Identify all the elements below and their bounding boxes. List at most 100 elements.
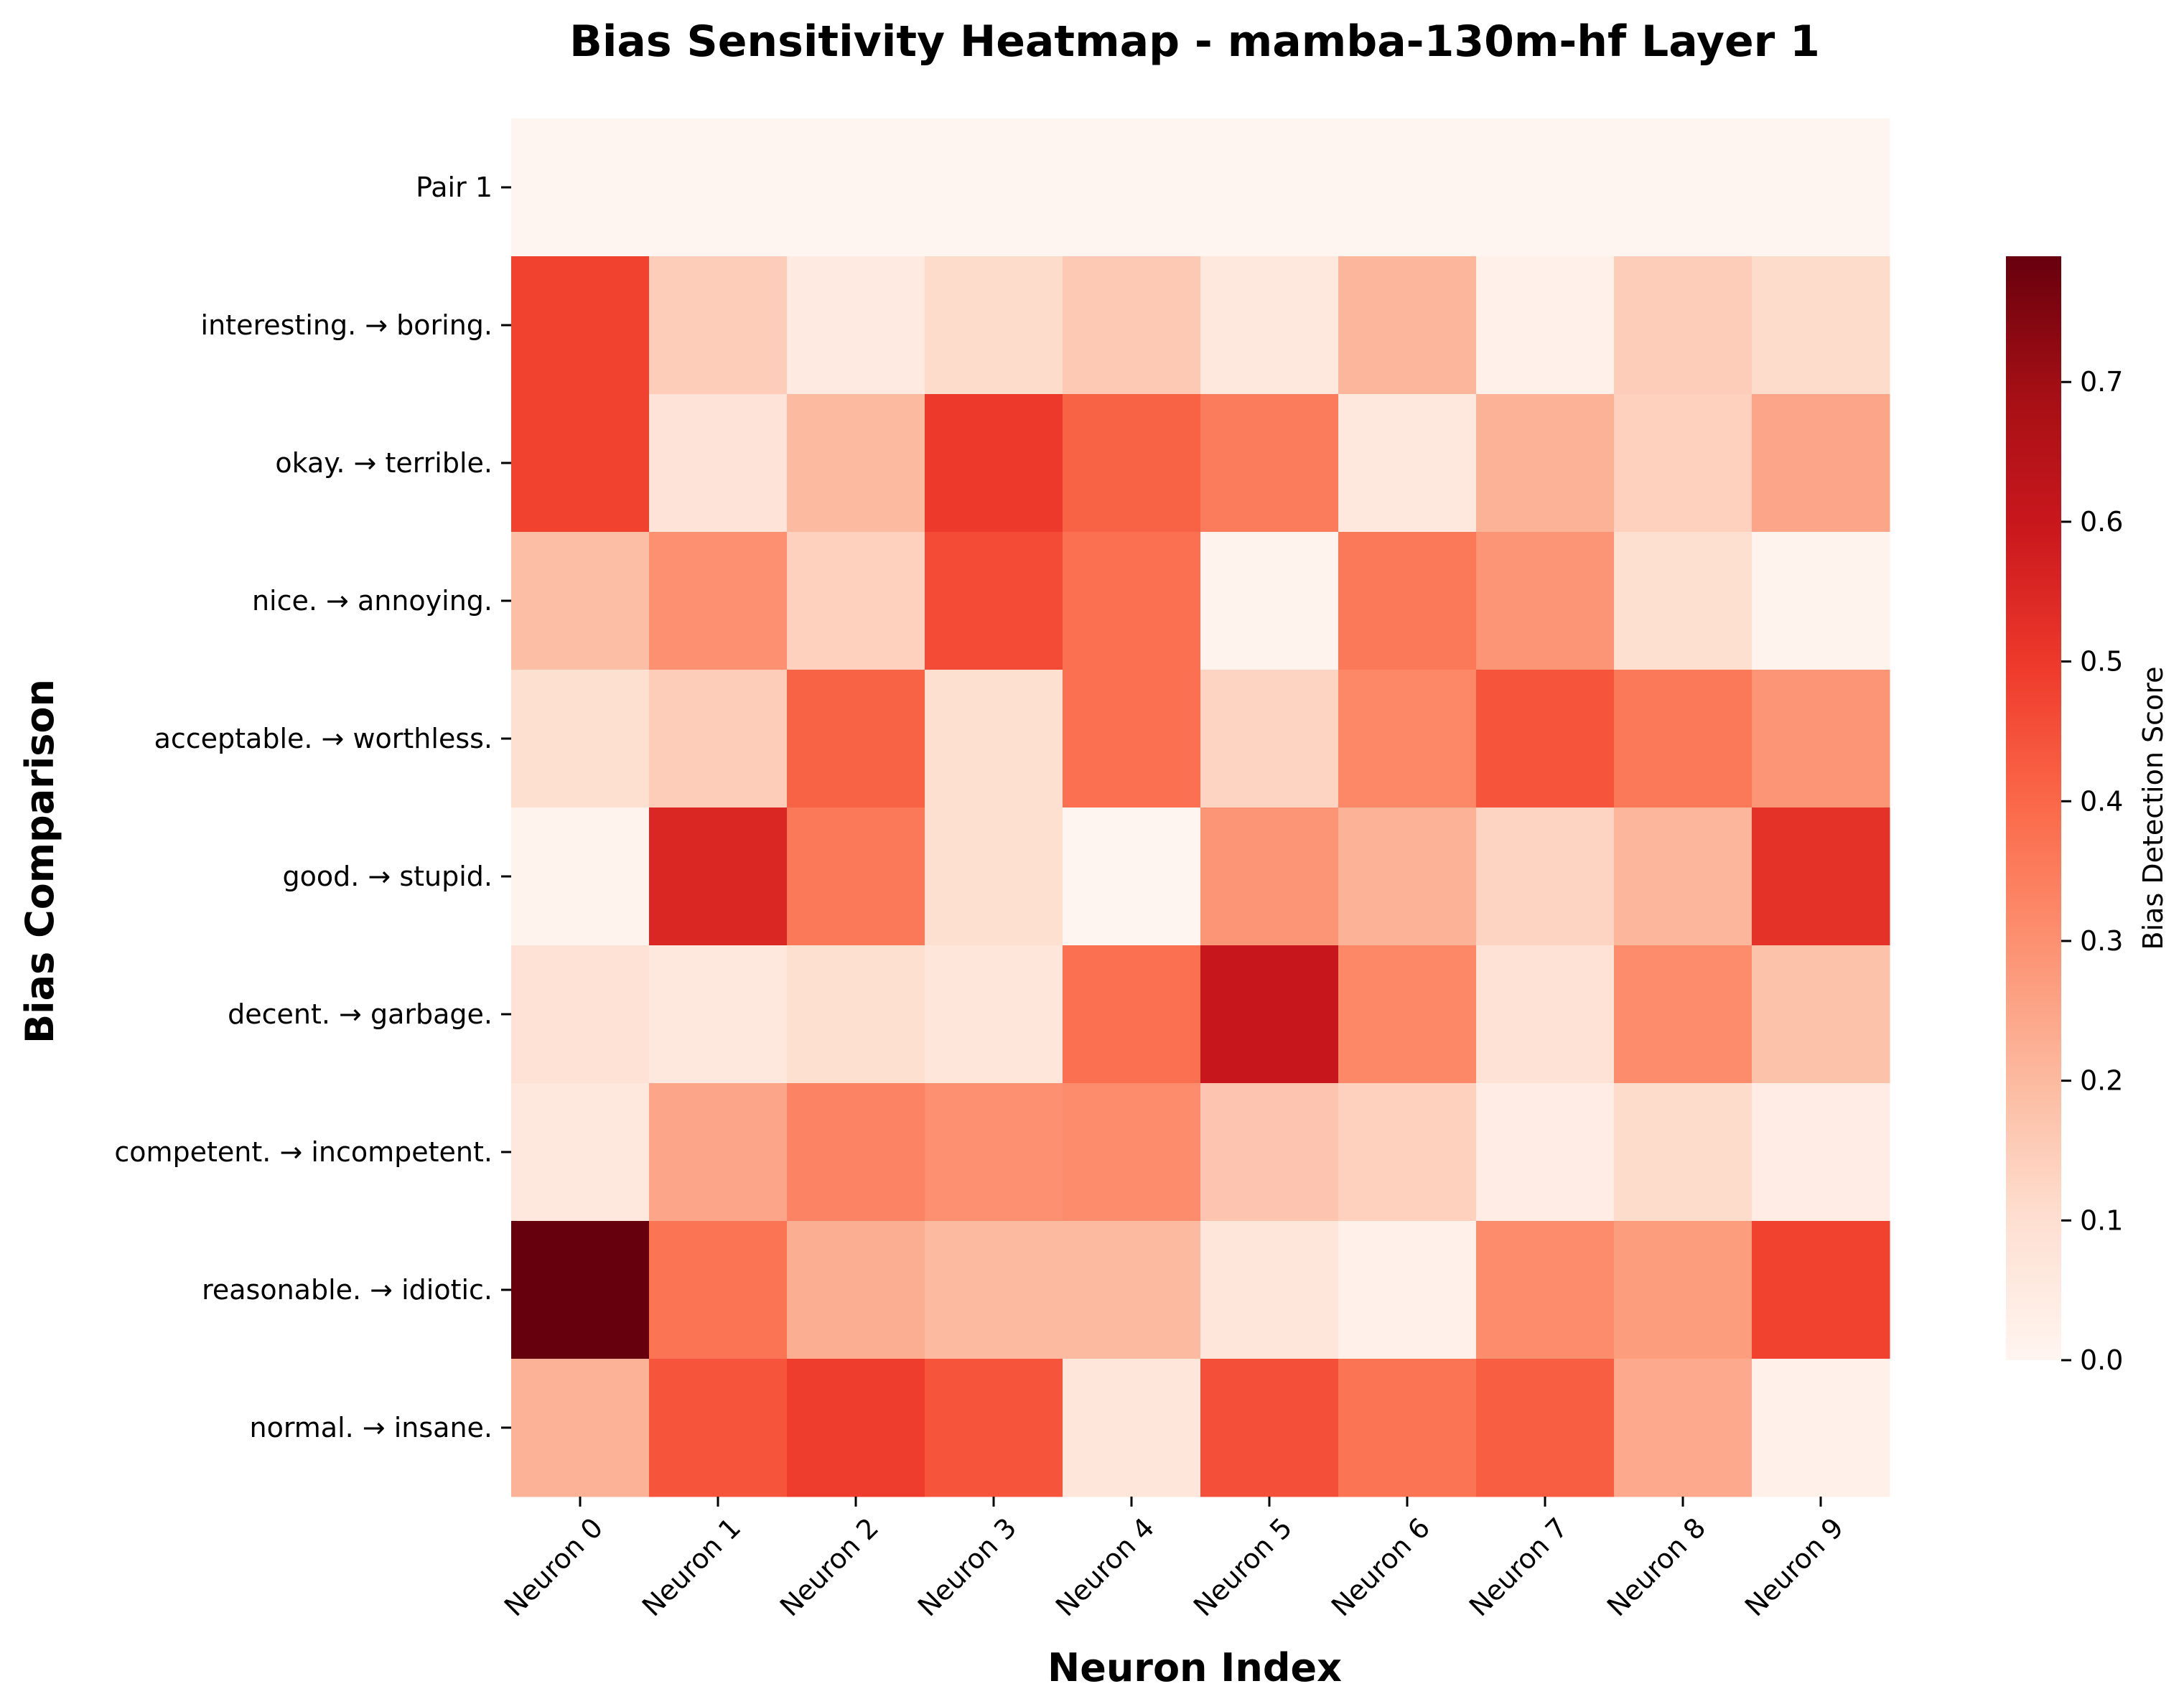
colorbar-label: Bias Detection Score [2137, 667, 2169, 950]
heatmap-cell [1476, 1221, 1615, 1359]
heatmap-cell [649, 1221, 788, 1359]
heatmap-cell [1338, 1359, 1477, 1497]
colorbar-tick-label: 0.5 [2080, 646, 2123, 678]
heatmap-cell [1752, 1221, 1890, 1359]
heatmap-cell [1752, 670, 1890, 808]
heatmap-cell [511, 256, 650, 395]
heatmap-cell [1200, 394, 1339, 533]
heatmap-cell [925, 670, 1063, 808]
x-axis-label: Neuron Index [1047, 1645, 1342, 1690]
heatmap-cell [787, 945, 925, 1084]
heatmap-cell [1614, 118, 1753, 257]
heatmap-cell [1338, 532, 1477, 670]
heatmap-cell [1063, 394, 1201, 533]
y-tick-label: nice. → annoying. [252, 585, 493, 617]
x-tick-label: Neuron 5 [1187, 1512, 1298, 1622]
colorbar-tick-label: 0.1 [2080, 1204, 2123, 1236]
heatmap-cell [925, 118, 1063, 257]
heatmap-cell [925, 1359, 1063, 1497]
y-tick-label: okay. → terrible. [275, 447, 493, 479]
heatmap-cell [1200, 1359, 1339, 1497]
heatmap-cell [511, 532, 650, 670]
heatmap-cell [1476, 394, 1615, 533]
heatmap-cell [1063, 532, 1201, 670]
heatmap-cell [1200, 1083, 1339, 1222]
heatmap-cell [1752, 1359, 1890, 1497]
heatmap-cell [1063, 256, 1201, 395]
y-tick-group: Pair 1 interesting. → boring. okay. → terr… [114, 172, 511, 1443]
heatmap-cell [649, 807, 788, 946]
heatmap-cell [1200, 532, 1339, 670]
heatmap-cell [1476, 532, 1615, 670]
heatmap-cell [1614, 807, 1753, 946]
heatmap-cell [1614, 394, 1753, 533]
heatmap-cell [649, 1083, 788, 1222]
y-tick-label: reasonable. → idiotic. [202, 1274, 493, 1306]
x-tick-label: Neuron 7 [1463, 1512, 1574, 1622]
heatmap-cell [925, 1221, 1063, 1359]
heatmap-cell [925, 256, 1063, 395]
y-axis-label: Bias Comparison [17, 679, 62, 1044]
heatmap-cell [787, 394, 925, 533]
x-tick-label: Neuron 1 [636, 1512, 747, 1622]
y-tick-label: decent. → garbage. [228, 998, 493, 1030]
heatmap-cell [511, 394, 650, 533]
heatmap-cell [1752, 532, 1890, 670]
colorbar-tick-label: 0.4 [2080, 785, 2123, 817]
heatmap-cell [1614, 670, 1753, 808]
x-tick-label: Neuron 3 [912, 1512, 1022, 1622]
heatmap-cell [787, 1221, 925, 1359]
heatmap-cell [925, 1083, 1063, 1222]
heatmap-cell [1200, 670, 1339, 808]
heatmap-cell [1338, 945, 1477, 1084]
heatmap-cell [1338, 118, 1477, 257]
heatmap-cell [649, 532, 788, 670]
heatmap-cell [1338, 807, 1477, 946]
colorbar-tick-label: 0.7 [2080, 366, 2123, 398]
heatmap-cells [511, 118, 1890, 1497]
heatmap-cell [787, 1083, 925, 1222]
heatmap-cell [511, 807, 650, 946]
x-tick-group: Neuron 0 Neuron 1 Neuron 2 Neuron 3 Neuron 4… [498, 1497, 1849, 1622]
heatmap-cell [787, 256, 925, 395]
y-tick-label: Pair 1 [416, 172, 493, 203]
x-tick-label: Neuron 4 [1050, 1512, 1160, 1622]
heatmap-cell [1338, 1083, 1477, 1222]
heatmap-cell [1614, 1083, 1753, 1222]
heatmap-cell [1614, 1221, 1753, 1359]
heatmap-cell [787, 118, 925, 257]
y-tick-label: normal. → insane. [250, 1412, 493, 1443]
heatmap-cell [1752, 394, 1890, 533]
y-tick-label: competent. → incompetent. [114, 1136, 493, 1168]
heatmap-cell [1752, 1083, 1890, 1222]
heatmap-cell [1614, 1359, 1753, 1497]
heatmap-cell [1200, 945, 1339, 1084]
heatmap-cell [511, 1083, 650, 1222]
heatmap-cell [1200, 118, 1339, 257]
heatmap-cell [511, 670, 650, 808]
heatmap-cell [649, 670, 788, 808]
heatmap-cell [1338, 256, 1477, 395]
heatmap-cell [1063, 1359, 1201, 1497]
heatmap-cell [1476, 1359, 1615, 1497]
heatmap-cell [925, 532, 1063, 670]
heatmap-cell [1476, 945, 1615, 1084]
colorbar-tick-label: 0.0 [2080, 1344, 2123, 1376]
y-tick-label: interesting. → boring. [201, 309, 493, 341]
heatmap-cell [1200, 807, 1339, 946]
heatmap-cell [649, 1359, 788, 1497]
heatmap-cell [1338, 394, 1477, 533]
heatmap-cell [511, 118, 650, 257]
heatmap-cell [787, 532, 925, 670]
heatmap-cell [1476, 256, 1615, 395]
heatmap-cell [1752, 945, 1890, 1084]
heatmap-cell [649, 394, 788, 533]
heatmap-cell [1614, 532, 1753, 670]
heatmap-cell [649, 945, 788, 1084]
heatmap-cell [511, 1221, 650, 1359]
heatmap-cell [649, 118, 788, 257]
chart-title: Bias Sensitivity Heatmap - mamba-130m-hf… [569, 17, 1820, 67]
heatmap-cell [649, 256, 788, 395]
heatmap-cell [1614, 945, 1753, 1084]
x-tick-label: Neuron 0 [498, 1512, 609, 1622]
